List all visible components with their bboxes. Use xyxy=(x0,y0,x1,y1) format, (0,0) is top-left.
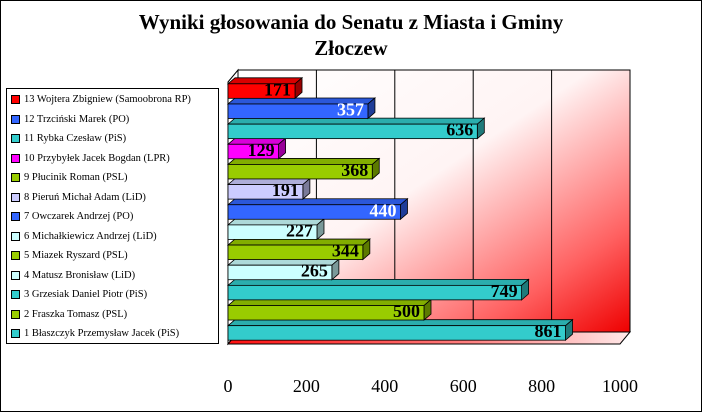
data-label: 368 xyxy=(341,160,368,180)
bar xyxy=(227,244,364,260)
x-tick-label: 800 xyxy=(528,376,555,396)
data-label: 861 xyxy=(535,321,562,341)
bar xyxy=(227,284,523,301)
chart-title: Wyniki głosowania do Senatu z Miasta i G… xyxy=(138,10,564,34)
data-label: 129 xyxy=(248,140,275,160)
data-label: 749 xyxy=(491,281,518,301)
legend-label: 3 Grzesiak Daniel Piotr (PiS) xyxy=(24,289,148,300)
legend-swatch xyxy=(11,192,20,202)
bar xyxy=(227,204,401,220)
legend-item: 12 Trzciński Marek (PO) xyxy=(11,110,129,129)
data-label: 265 xyxy=(301,261,328,281)
legend-swatch xyxy=(11,290,20,299)
bar xyxy=(227,143,279,160)
legend-swatch xyxy=(11,329,20,338)
legend-label: 9 Płucinik Roman (PSL) xyxy=(24,172,128,183)
legend-label: 2 Fraszka Tomasz (PSL) xyxy=(24,308,128,320)
data-label: 227 xyxy=(286,220,313,240)
legend-swatch xyxy=(11,153,20,163)
legend-item: 5 Miazek Ryszard (PSL) xyxy=(11,246,128,265)
legend-item: 7 Owczarek Andrzej (PO) xyxy=(11,207,133,226)
legend-swatch xyxy=(11,251,20,260)
legend-item: 6 Michałkiewicz Andrzej (LiD) xyxy=(11,227,157,246)
bar xyxy=(227,164,373,180)
legend-item: 8 Pieruń Michał Adam (LiD) xyxy=(11,188,146,207)
legend-swatch xyxy=(11,173,20,182)
legend-label: 11 Rybka Czesław (PiS) xyxy=(24,133,127,144)
legend-item: 1 Błaszczyk Przemysław Jacek (PiS) xyxy=(11,324,179,343)
data-label: 500 xyxy=(393,301,420,321)
legend-swatch xyxy=(11,231,20,241)
bar xyxy=(227,264,333,281)
x-tick-label: 0 xyxy=(224,376,233,396)
legend-label: 13 Wojtera Zbigniew (Samoobrona RP) xyxy=(24,94,191,105)
legend-swatch xyxy=(11,134,20,143)
data-label: 636 xyxy=(446,120,473,140)
legend-label: 1 Błaszczyk Przemysław Jacek (PiS) xyxy=(24,328,180,339)
x-tick-label: 200 xyxy=(293,376,320,396)
legend-swatch xyxy=(11,212,20,221)
legend-label: 8 Pieruń Michał Adam (LiD) xyxy=(24,191,146,203)
legend-item: 3 Grzesiak Daniel Piotr (PiS) xyxy=(11,285,147,304)
legend-item: 9 Płucinik Roman (PSL) xyxy=(11,168,128,187)
data-label: 191 xyxy=(272,180,299,200)
data-label: 357 xyxy=(337,99,364,119)
bar xyxy=(227,325,566,341)
legend-swatch xyxy=(11,114,20,124)
x-tick-label: 400 xyxy=(371,376,398,396)
bar xyxy=(227,123,478,140)
legend-swatch xyxy=(11,270,20,280)
legend-label: 12 Trzciński Marek (PO) xyxy=(24,113,130,125)
legend-swatch xyxy=(11,95,20,104)
bar xyxy=(227,305,425,321)
legend-item: 13 Wojtera Zbigniew (Samoobrona RP) xyxy=(11,90,191,109)
x-tick-label: 1000 xyxy=(602,376,638,396)
bar xyxy=(227,103,369,119)
data-label: 171 xyxy=(264,79,291,99)
data-label: 440 xyxy=(369,200,396,220)
legend-item: 2 Fraszka Tomasz (PSL) xyxy=(11,305,127,324)
legend-label: 5 Miazek Ryszard (PSL) xyxy=(24,250,128,261)
bar xyxy=(227,224,318,240)
legend-item: 11 Rybka Czesław (PiS) xyxy=(11,129,126,148)
legend-label: 6 Michałkiewicz Andrzej (LiD) xyxy=(24,230,157,242)
data-label: 344 xyxy=(332,241,359,261)
bar-top xyxy=(226,278,530,286)
legend-label: 4 Matusz Bronisław (LiD) xyxy=(24,269,136,281)
chart-subtitle: Złoczew xyxy=(314,36,388,60)
legend-swatch xyxy=(11,309,20,319)
legend-item: 10 Przybyłek Jacek Bogdan (LPR) xyxy=(11,149,170,168)
chart-legend: 13 Wojtera Zbigniew (Samoobrona RP) 12 Tr… xyxy=(6,88,219,344)
bar xyxy=(227,83,296,99)
legend-label: 10 Przybyłek Jacek Bogdan (LPR) xyxy=(24,152,170,164)
legend-label: 7 Owczarek Andrzej (PO) xyxy=(24,211,134,222)
legend-item: 4 Matusz Bronisław (LiD) xyxy=(11,266,135,285)
bar xyxy=(227,184,304,200)
x-tick-label: 600 xyxy=(450,376,477,396)
